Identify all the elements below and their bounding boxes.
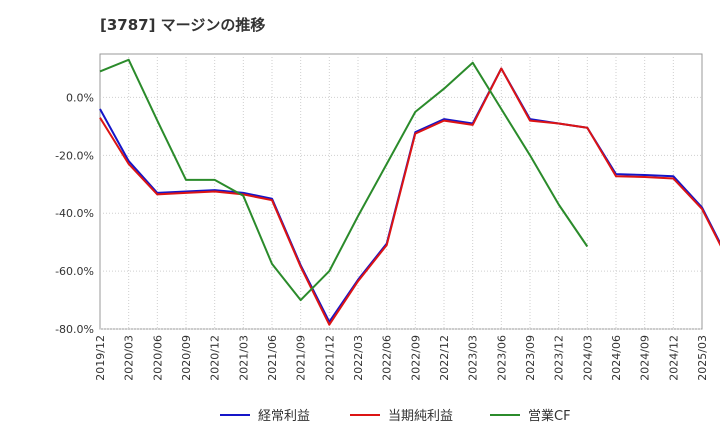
x-tick-label: 2023/03: [467, 335, 480, 381]
x-tick-label: 2022/09: [409, 335, 422, 381]
y-tick-label: 0.0%: [66, 91, 94, 104]
y-tick-label: -40.0%: [55, 207, 94, 220]
y-tick-label: -80.0%: [55, 323, 94, 336]
series-lines: [99, 58, 720, 326]
x-tick-label: 2023/09: [524, 335, 537, 381]
chart-title: [3787] マージンの推移: [100, 16, 266, 34]
y-axis: 0.0% -20.0% -40.0% -60.0% -80.0%: [55, 91, 94, 336]
x-tick-label: 2021/03: [237, 335, 250, 381]
x-tick-label: 2021/06: [266, 335, 279, 381]
x-tick-label: 2024/09: [639, 335, 652, 381]
x-tick-label: 2021/12: [323, 335, 336, 381]
series-line-1: [99, 67, 720, 323]
x-tick-label: 2022/03: [352, 335, 365, 381]
x-tick-label: 2024/06: [610, 335, 623, 381]
legend: 経常利益 当期純利益 営業CF: [220, 408, 571, 424]
x-tick-label: 2022/06: [381, 335, 394, 381]
legend-label: 営業CF: [528, 408, 571, 424]
series-line-3: [99, 58, 589, 302]
x-tick-label: 2024/12: [667, 335, 680, 381]
x-tick-label: 2020/03: [123, 335, 136, 381]
x-tick-label: 2020/09: [180, 335, 193, 381]
x-tick-label: 2020/06: [151, 335, 164, 381]
x-tick-label: 2023/06: [495, 335, 508, 381]
series-line-2: [99, 67, 720, 326]
x-tick-label: 2021/09: [295, 335, 308, 381]
x-tick-label: 2022/12: [438, 335, 451, 381]
x-tick-label: 2023/12: [553, 335, 566, 381]
x-tick-label: 2020/12: [209, 335, 222, 381]
x-axis: 2019/12 2020/03 2020/06 2020/09 2020/12 2021/…: [94, 335, 709, 381]
legend-label: 当期純利益: [388, 409, 453, 424]
y-tick-label: -60.0%: [55, 265, 94, 278]
legend-label: 経常利益: [258, 409, 310, 424]
x-tick-label: 2025/03: [696, 335, 709, 381]
x-tick-label: 2024/03: [581, 335, 594, 381]
y-tick-label: -20.0%: [55, 149, 94, 162]
grid-lines: [100, 54, 702, 330]
x-tick-label: 2019/12: [94, 335, 107, 381]
